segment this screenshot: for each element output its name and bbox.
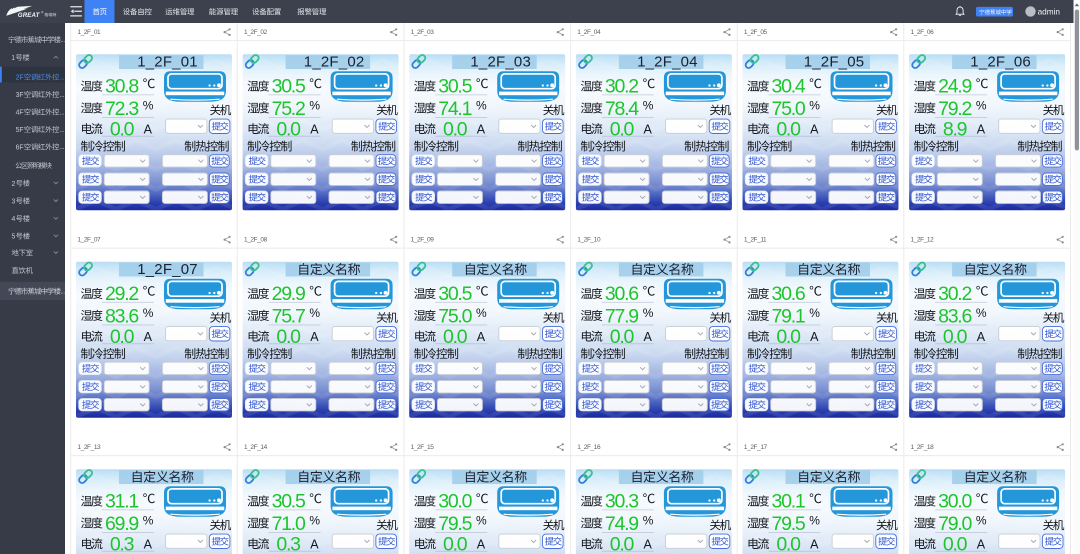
svg-text:30.0: 30.0 — [938, 491, 972, 513]
svg-text:1_2F_07: 1_2F_07 — [77, 236, 101, 243]
svg-text:0.0: 0.0 — [276, 119, 301, 141]
svg-text:0.0: 0.0 — [443, 119, 468, 141]
svg-text:1_2F_06: 1_2F_06 — [970, 54, 1031, 71]
svg-text:0.0: 0.0 — [943, 534, 968, 554]
svg-text:0.0: 0.0 — [776, 119, 801, 141]
svg-text:0.0: 0.0 — [610, 119, 635, 141]
svg-text:30.3: 30.3 — [605, 491, 638, 513]
svg-text:24.9: 24.9 — [938, 76, 971, 98]
svg-text:1_2F_14: 1_2F_14 — [244, 444, 268, 451]
svg-text:...: ... — [60, 144, 65, 151]
svg-text:3: 3 — [12, 199, 16, 206]
svg-text:0.0: 0.0 — [610, 326, 635, 348]
svg-text:30.5: 30.5 — [272, 76, 306, 98]
svg-text:79.5: 79.5 — [438, 513, 472, 535]
svg-text:3F: 3F — [16, 92, 24, 99]
svg-text:1_2F_12: 1_2F_12 — [911, 236, 935, 243]
svg-text:71.0: 71.0 — [272, 513, 306, 535]
svg-text:5: 5 — [12, 234, 16, 241]
svg-text:...: ... — [60, 109, 65, 116]
svg-text:0.0: 0.0 — [276, 326, 301, 348]
svg-text:30.2: 30.2 — [605, 76, 638, 98]
svg-text:1_2F_03: 1_2F_03 — [411, 29, 435, 36]
svg-text:79.2: 79.2 — [938, 98, 971, 120]
svg-text:1_2F_11: 1_2F_11 — [744, 236, 767, 243]
svg-text:75.2: 75.2 — [272, 98, 305, 120]
svg-text:29.2: 29.2 — [105, 283, 138, 305]
svg-text:30.1: 30.1 — [772, 491, 805, 513]
svg-text:0.0: 0.0 — [443, 326, 468, 348]
svg-text:74.1: 74.1 — [438, 98, 471, 120]
svg-text:2F: 2F — [16, 75, 24, 82]
svg-text:0.3: 0.3 — [276, 534, 300, 554]
svg-text:30.6: 30.6 — [605, 283, 638, 305]
svg-text:1_2F_04: 1_2F_04 — [577, 29, 601, 36]
svg-text:75.7: 75.7 — [272, 306, 305, 328]
svg-text:1_2F_01: 1_2F_01 — [77, 29, 101, 36]
svg-text:79.1: 79.1 — [772, 306, 805, 328]
svg-text:69.9: 69.9 — [105, 513, 138, 535]
svg-text:2: 2 — [12, 181, 16, 188]
svg-text:1_2F_05: 1_2F_05 — [744, 29, 768, 36]
svg-text:1_2F_02: 1_2F_02 — [244, 29, 268, 36]
svg-text:1_2F_06: 1_2F_06 — [911, 29, 935, 36]
svg-text:83.6: 83.6 — [105, 306, 138, 328]
svg-text:79.0: 79.0 — [938, 513, 972, 535]
svg-text:5F: 5F — [16, 127, 24, 134]
svg-text:1_2F_17: 1_2F_17 — [744, 444, 768, 451]
svg-text:29.9: 29.9 — [272, 283, 305, 305]
svg-text:30.5: 30.5 — [438, 76, 472, 98]
svg-text:74.9: 74.9 — [605, 513, 638, 535]
svg-text:admin: admin — [1038, 7, 1061, 16]
svg-text:30.4: 30.4 — [772, 76, 806, 98]
svg-text:GREAT: GREAT — [18, 12, 41, 19]
svg-text:77.9: 77.9 — [605, 306, 638, 328]
svg-text:1_2F_18: 1_2F_18 — [911, 444, 935, 451]
svg-text:30.0: 30.0 — [438, 491, 472, 513]
svg-text:...: ... — [61, 37, 66, 44]
svg-text:30.8: 30.8 — [105, 76, 138, 98]
svg-text:31.1: 31.1 — [105, 491, 138, 513]
svg-text:30.2: 30.2 — [938, 283, 971, 305]
svg-text:0.0: 0.0 — [110, 119, 135, 141]
svg-text:0.0: 0.0 — [443, 534, 468, 554]
svg-text:0.3: 0.3 — [110, 534, 134, 554]
svg-text:0.0: 0.0 — [776, 326, 801, 348]
svg-text:79.5: 79.5 — [772, 513, 806, 535]
svg-text:6F: 6F — [16, 145, 24, 152]
svg-text:1_2F_13: 1_2F_13 — [77, 444, 101, 451]
svg-text:1_2F_01: 1_2F_01 — [137, 54, 198, 71]
svg-text:0.0: 0.0 — [110, 326, 135, 348]
svg-text:...: ... — [60, 127, 65, 134]
svg-text:78.4: 78.4 — [605, 98, 639, 120]
svg-text:4: 4 — [12, 216, 16, 223]
svg-text:75.0: 75.0 — [438, 306, 472, 328]
svg-text:1_2F_10: 1_2F_10 — [577, 236, 601, 243]
svg-text:75.0: 75.0 — [772, 98, 806, 120]
svg-text:30.6: 30.6 — [772, 283, 805, 305]
svg-text:0.0: 0.0 — [776, 534, 801, 554]
svg-text:1_2F_16: 1_2F_16 — [577, 444, 601, 451]
svg-text:83.6: 83.6 — [938, 306, 971, 328]
svg-text:1_2F_08: 1_2F_08 — [244, 236, 268, 243]
svg-text:...: ... — [60, 74, 65, 81]
svg-text:1_2F_09: 1_2F_09 — [411, 236, 435, 243]
svg-text:30.5: 30.5 — [272, 491, 306, 513]
svg-text:1_2F_15: 1_2F_15 — [411, 444, 435, 451]
svg-text:1_2F_03: 1_2F_03 — [470, 54, 531, 71]
svg-text:30.5: 30.5 — [438, 283, 472, 305]
svg-text:1_2F_05: 1_2F_05 — [804, 54, 865, 71]
svg-text:1_2F_07: 1_2F_07 — [137, 261, 198, 278]
svg-text:...: ... — [61, 289, 66, 296]
svg-text:...: ... — [60, 92, 65, 99]
svg-text:0.0: 0.0 — [943, 326, 968, 348]
svg-text:1_2F_04: 1_2F_04 — [637, 54, 698, 71]
svg-text:4F: 4F — [16, 110, 24, 117]
svg-text:8.9: 8.9 — [943, 119, 967, 141]
svg-text:0.0: 0.0 — [610, 534, 635, 554]
svg-text:1_2F_02: 1_2F_02 — [304, 54, 365, 71]
svg-text:1: 1 — [11, 55, 15, 62]
svg-text:72.3: 72.3 — [105, 98, 138, 120]
